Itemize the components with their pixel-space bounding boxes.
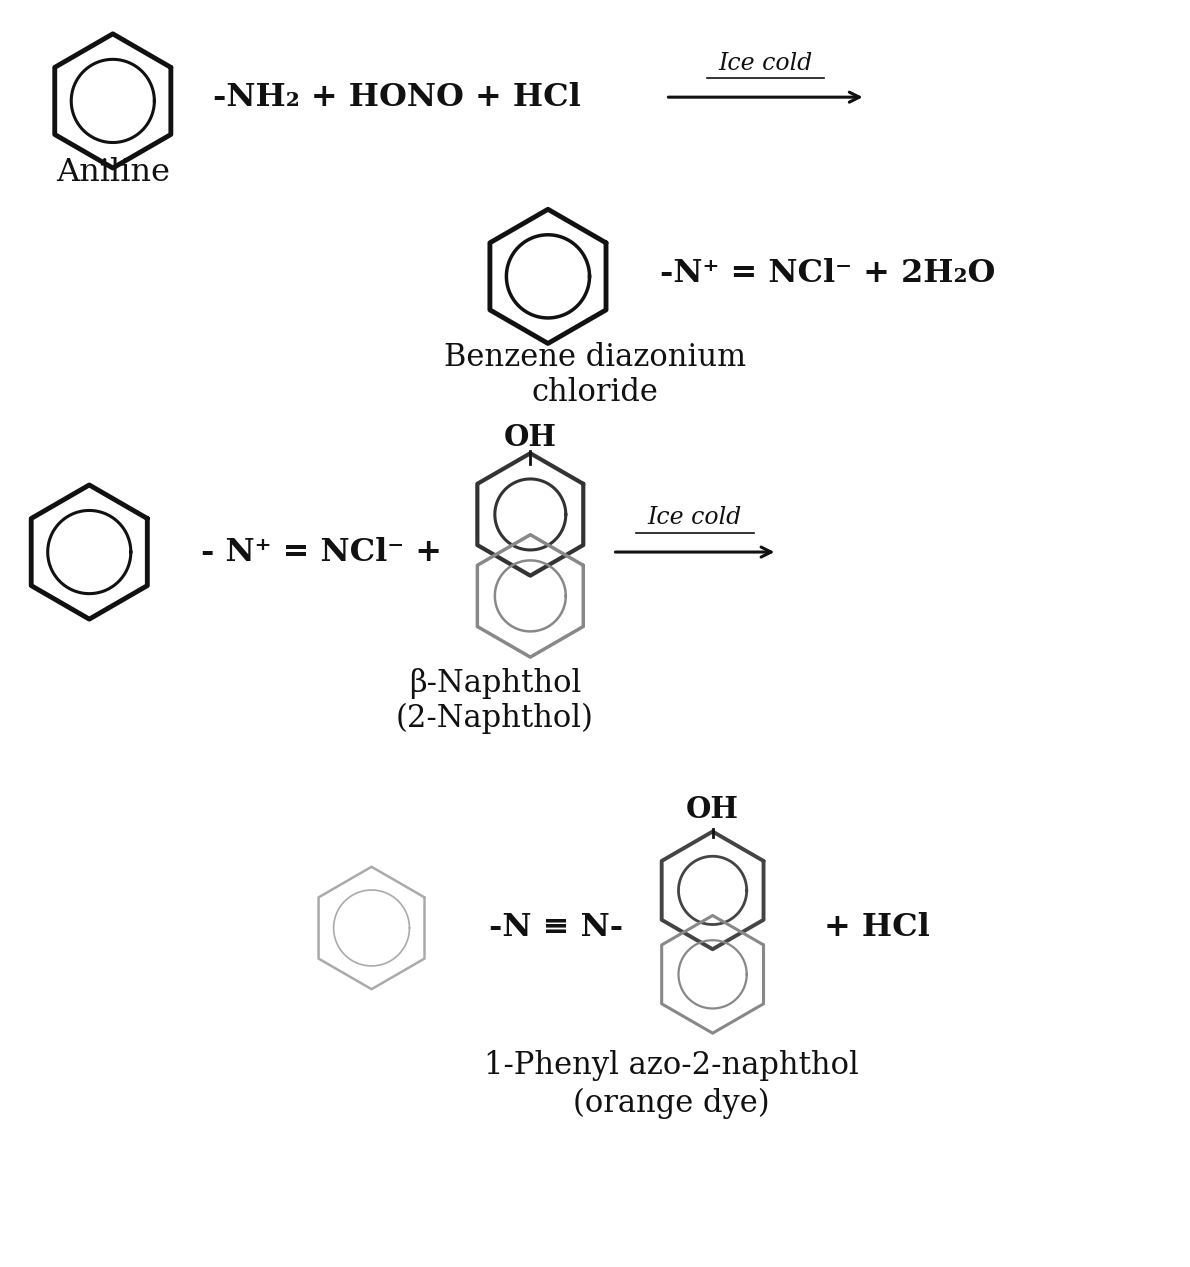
Text: - N⁺ = NCl⁻ +: - N⁺ = NCl⁻ + xyxy=(201,536,441,568)
Text: β-Naphthol: β-Naphthol xyxy=(409,668,581,699)
Text: Ice cold: Ice cold xyxy=(719,52,813,75)
Text: 1-Phenyl azo-2-naphthol: 1-Phenyl azo-2-naphthol xyxy=(484,1050,859,1081)
Text: Ice cold: Ice cold xyxy=(647,507,743,530)
Text: chloride: chloride xyxy=(532,378,658,408)
Text: Aniline: Aniline xyxy=(56,157,170,188)
Text: -NH₂ + HONO + HCl: -NH₂ + HONO + HCl xyxy=(213,81,581,113)
Text: OH: OH xyxy=(687,794,739,824)
Text: (orange dye): (orange dye) xyxy=(574,1088,770,1119)
Text: (2-Naphthol): (2-Naphthol) xyxy=(396,703,594,735)
Text: -N⁺ = NCl⁻ + 2H₂O: -N⁺ = NCl⁻ + 2H₂O xyxy=(659,258,995,289)
Text: + HCl: + HCl xyxy=(825,912,931,944)
Text: OH: OH xyxy=(503,423,557,452)
Text: -N ≡ N-: -N ≡ N- xyxy=(489,912,624,944)
Text: Benzene diazonium: Benzene diazonium xyxy=(444,342,746,374)
